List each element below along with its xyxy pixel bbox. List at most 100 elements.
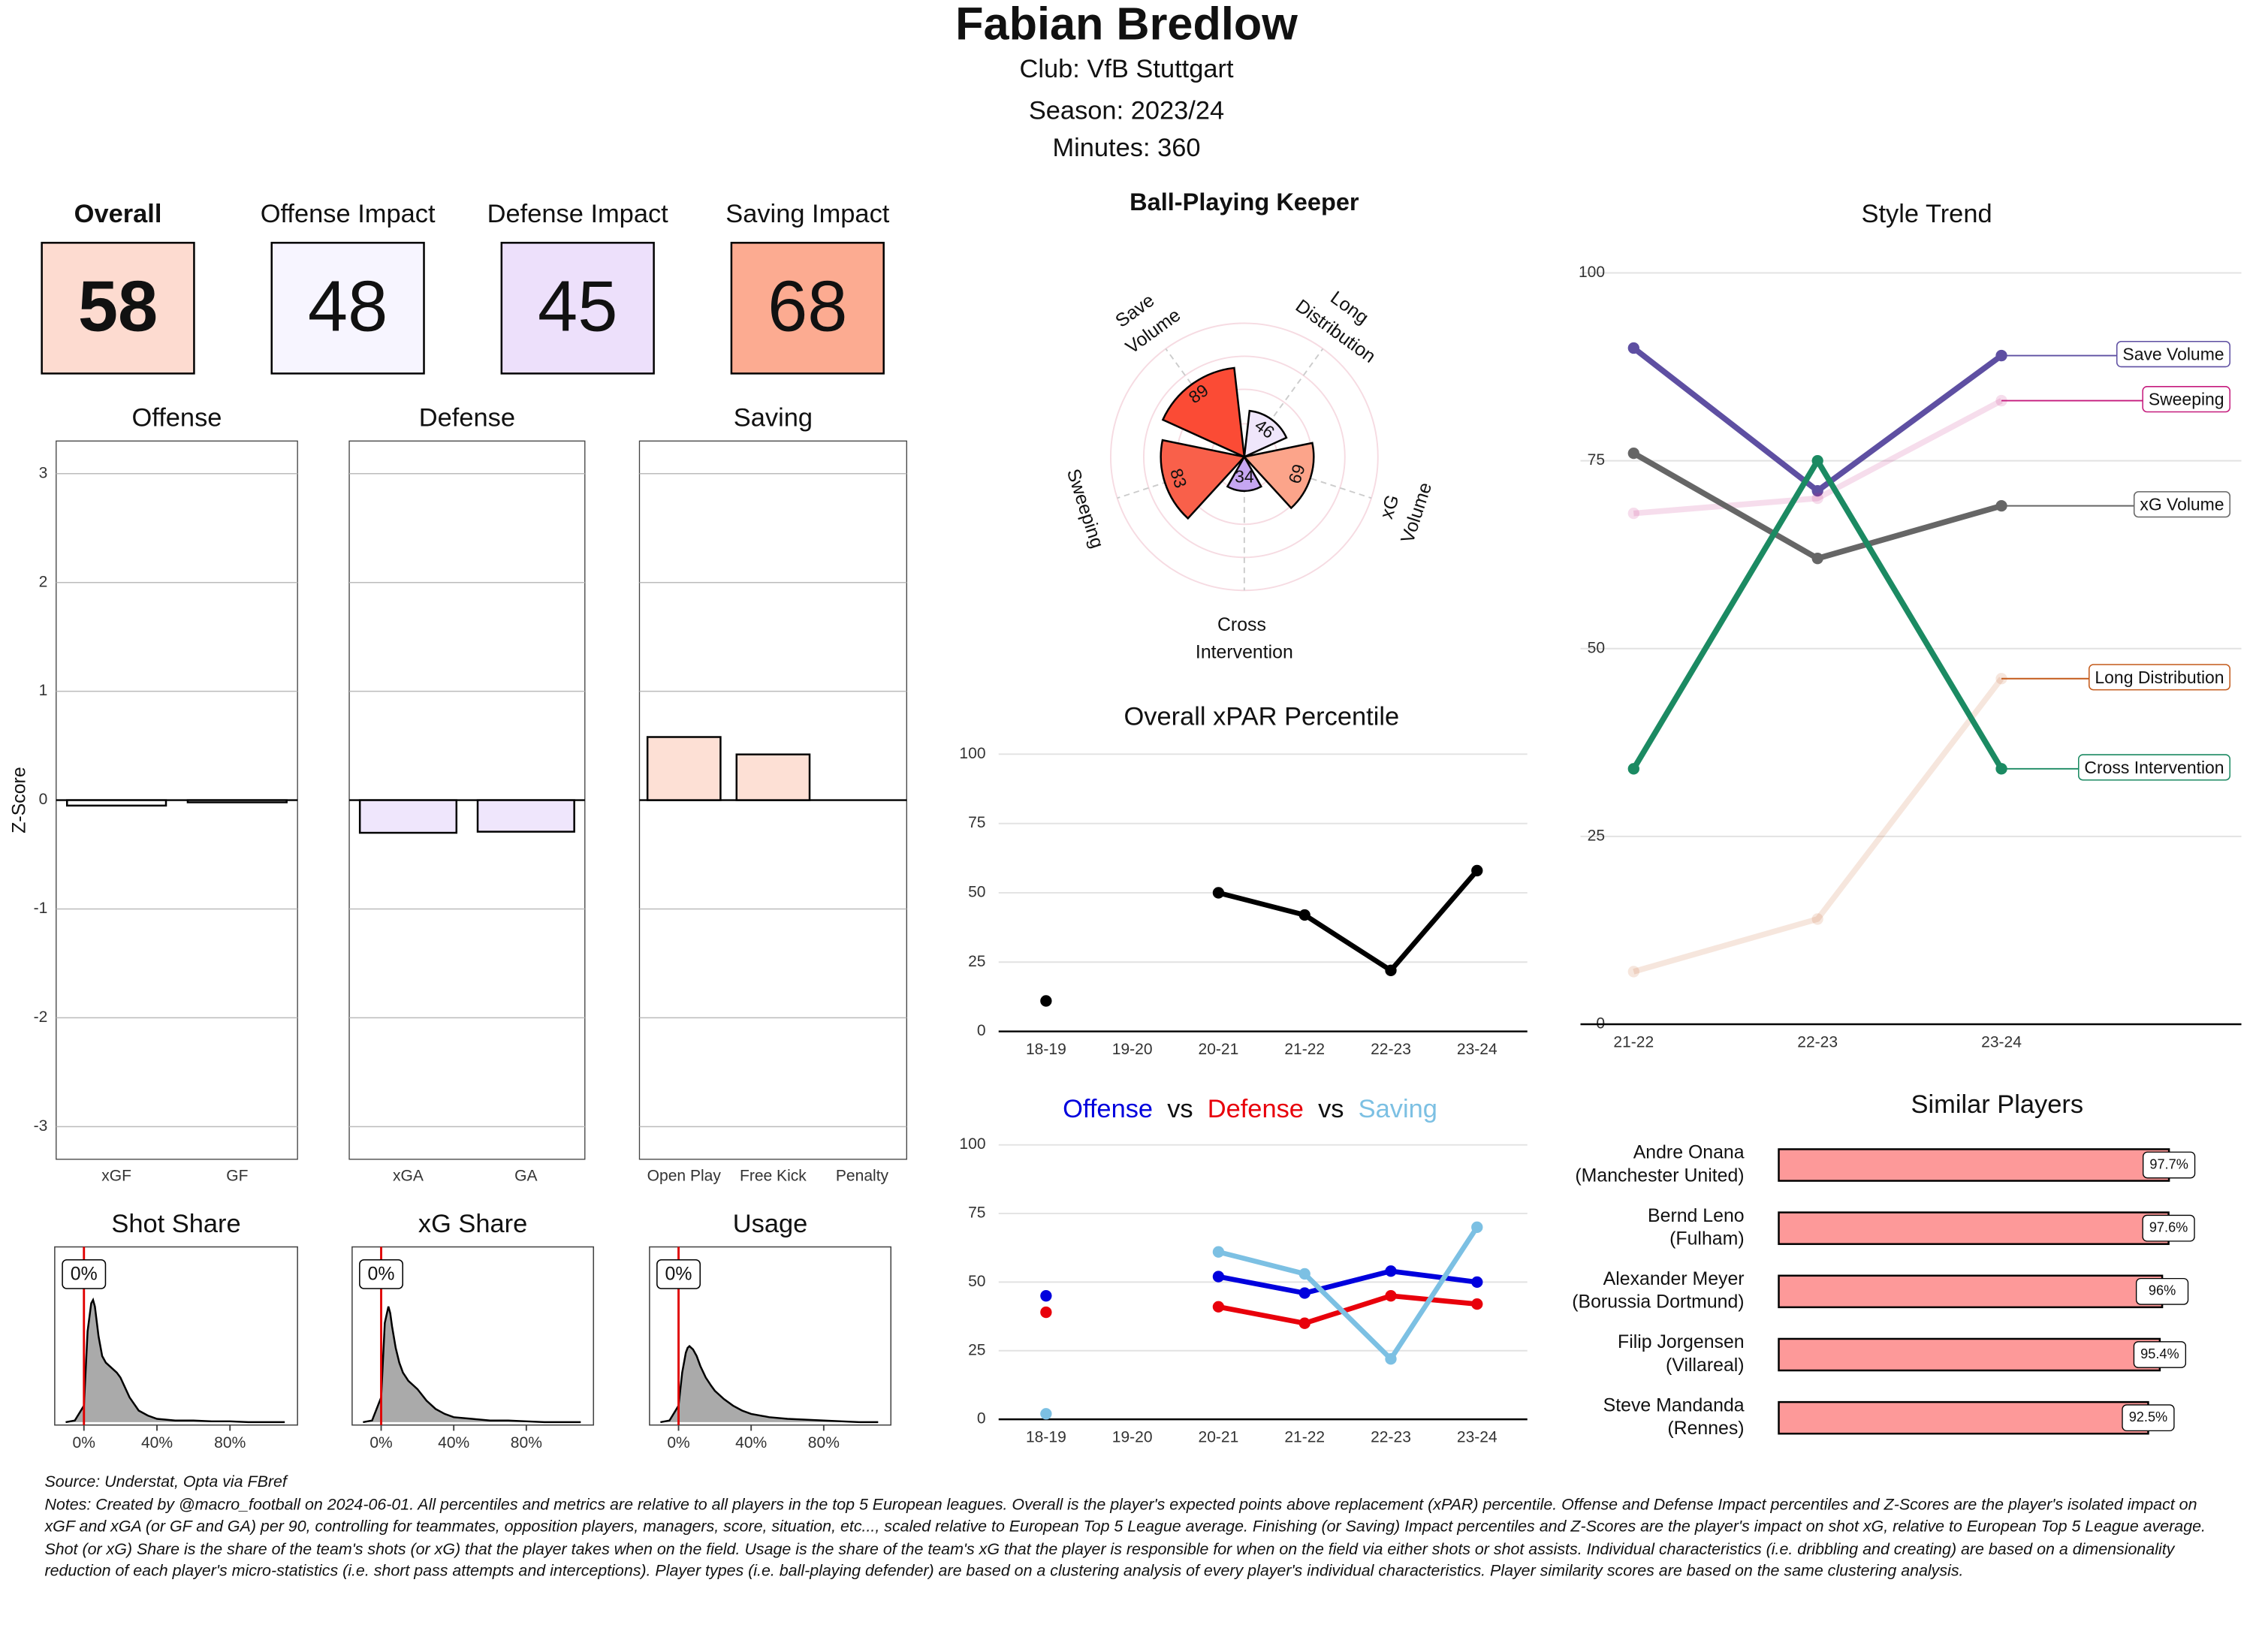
x-tick-label: Penalty xyxy=(836,1167,889,1184)
bar xyxy=(66,799,167,807)
value-label: 34 xyxy=(1235,467,1254,487)
legend-entry: Sweeping xyxy=(2149,390,2224,409)
y-tick-label: 50 xyxy=(968,884,985,901)
chart-title: Similar Players xyxy=(1911,1090,2084,1119)
point xyxy=(1298,909,1310,921)
chart-title: Overall xPAR Percentile xyxy=(1123,703,1399,731)
player-name: Steve Mandanda xyxy=(1603,1394,1745,1415)
panel-title: Usage xyxy=(733,1210,808,1238)
x-tick-label: GA xyxy=(514,1167,537,1184)
bar xyxy=(1778,1400,2149,1435)
x-tick-label: xGF xyxy=(101,1167,131,1184)
title-separator: vs xyxy=(1318,1095,1344,1123)
line xyxy=(1217,1293,1478,1326)
x-tick-label: 80% xyxy=(214,1434,246,1452)
panel-title: Shot Share xyxy=(111,1210,240,1238)
score-value: 68 xyxy=(768,266,847,346)
marker-label: 0% xyxy=(368,1263,395,1284)
point xyxy=(1298,1287,1310,1299)
legend-entry: Offense xyxy=(1063,1095,1153,1123)
player-name: Filip Jorgensen xyxy=(1618,1331,1745,1352)
bar xyxy=(358,799,458,834)
point xyxy=(1385,1353,1397,1365)
category-label-group: xG Volume xyxy=(1376,480,1436,546)
player-club: (Villareal) xyxy=(1666,1355,1745,1376)
point xyxy=(1040,1408,1052,1420)
value-label: 97.7% xyxy=(2149,1156,2188,1171)
y-tick-label: 2 xyxy=(39,573,48,590)
y-tick-label: -2 xyxy=(34,1008,48,1026)
value-label-box xyxy=(2142,1214,2195,1242)
line xyxy=(1217,1268,1478,1296)
x-tick-label: Free Kick xyxy=(740,1167,807,1184)
x-tick-label: 19-20 xyxy=(1112,1041,1153,1058)
point xyxy=(1385,964,1397,976)
y-tick-label: -3 xyxy=(34,1117,48,1135)
line xyxy=(1633,677,2004,975)
point xyxy=(1811,913,1823,925)
value-label-box xyxy=(2133,1341,2186,1368)
point xyxy=(1471,864,1483,877)
point xyxy=(1627,763,1639,775)
point xyxy=(1040,1306,1052,1319)
legend-entry: Long Distribution xyxy=(2095,668,2224,687)
point xyxy=(1811,454,1823,467)
player-club: (Borussia Dortmund) xyxy=(1572,1292,1744,1313)
player-name: Alexander Meyer xyxy=(1603,1268,1745,1289)
wedge xyxy=(1226,454,1262,493)
point xyxy=(1627,447,1639,460)
point xyxy=(1212,887,1225,899)
x-tick-label: 20-21 xyxy=(1199,1041,1239,1058)
club: Club: VfB Stuttgart xyxy=(1019,55,1234,83)
category-label-group: Save Volume xyxy=(1105,282,1184,358)
y-tick-label: 100 xyxy=(1579,264,1605,281)
chart-title: Offense vs Defense vs Saving xyxy=(1063,1095,1437,1123)
score-label: Overall xyxy=(74,200,162,228)
legend-box xyxy=(2078,754,2230,781)
marker-label-box xyxy=(656,1259,701,1289)
y-tick-label: 50 xyxy=(968,1273,985,1290)
player-club: (Fulham) xyxy=(1669,1228,1744,1250)
category-label: Save Volume xyxy=(1105,282,1184,358)
y-tick-label: 75 xyxy=(968,814,985,831)
bar xyxy=(1778,1274,2164,1309)
legend-box xyxy=(2142,386,2230,413)
bar xyxy=(735,753,811,801)
facet-title: Offense xyxy=(132,404,222,433)
point xyxy=(1212,1246,1225,1258)
bar xyxy=(1778,1337,2161,1372)
legend-entry: Saving xyxy=(1359,1095,1437,1123)
x-tick-label: xGA xyxy=(393,1167,424,1184)
y-tick-label: 0 xyxy=(977,1022,986,1039)
point xyxy=(1040,1290,1052,1302)
bar xyxy=(1778,1211,2170,1245)
panel-title: xG Share xyxy=(418,1210,527,1238)
point xyxy=(1811,484,1823,497)
score-label: Offense Impact xyxy=(261,200,436,228)
score-box xyxy=(41,242,195,375)
wedge xyxy=(1243,409,1288,459)
wedge xyxy=(1160,439,1247,520)
category-label: Sweeping xyxy=(1063,466,1108,550)
y-tick-label: 3 xyxy=(39,464,48,481)
value-label: 92.5% xyxy=(2129,1409,2167,1424)
x-tick-label: 23-24 xyxy=(1457,1429,1497,1446)
legend-entry: Defense xyxy=(1208,1095,1304,1123)
density-area xyxy=(660,1345,879,1424)
season: Season: 2023/24 xyxy=(1029,96,1224,125)
line xyxy=(1217,1225,1479,1362)
legend-entry: Save Volume xyxy=(2122,345,2224,364)
density-area xyxy=(65,1297,285,1424)
score-box xyxy=(270,242,425,375)
y-tick-label: 0 xyxy=(977,1410,986,1427)
x-tick-label: 40% xyxy=(141,1434,173,1452)
y-tick-label: 100 xyxy=(959,1135,985,1153)
player-name: Bernd Leno xyxy=(1648,1205,1745,1226)
minutes: Minutes: 360 xyxy=(1052,134,1200,162)
category-label: Cross Intervention xyxy=(1196,614,1293,662)
player-club: (Manchester United) xyxy=(1575,1165,1744,1186)
x-tick-label: 18-19 xyxy=(1026,1429,1066,1446)
y-axis-label: Z-Score xyxy=(9,767,30,833)
value-label-box xyxy=(2122,1404,2175,1432)
